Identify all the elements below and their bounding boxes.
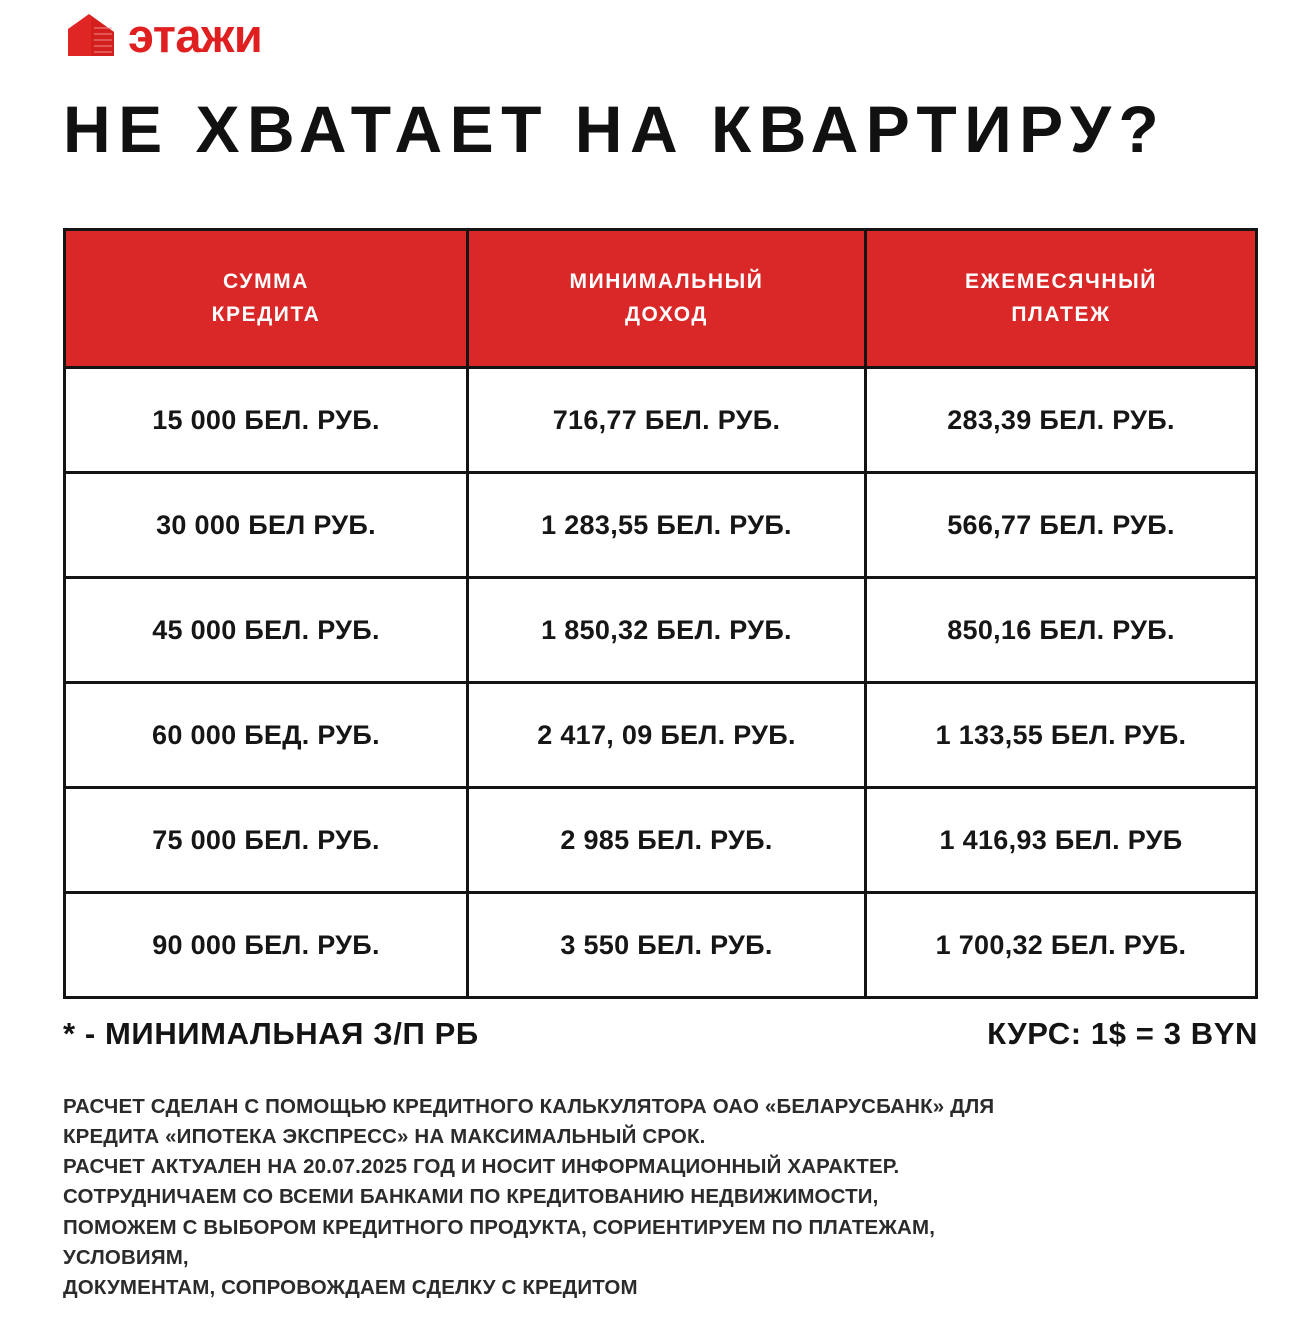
- column-header-line2: КРЕДИТА: [211, 302, 321, 326]
- table-row: 60 000 БЕД. РУБ. 2 417, 09 БЕЛ. РУБ. 1 1…: [63, 681, 1258, 789]
- building-floors-icon: [63, 12, 119, 58]
- cell-loan-amount: 90 000 БЕЛ. РУБ.: [63, 891, 469, 999]
- brand-name: этажи: [128, 8, 263, 62]
- footnote-exchange-rate: КУРС: 1$ = 3 BYN: [987, 1016, 1258, 1051]
- column-header-monthly-payment: ЕЖЕМЕСЯЧНЫЙ ПЛАТЕЖ: [864, 228, 1258, 369]
- cell-monthly-payment: 1 133,55 БЕЛ. РУБ.: [864, 681, 1258, 789]
- fineprint-line: УСЛОВИЯМ,: [63, 1245, 189, 1269]
- column-header-line1: СУММА: [222, 269, 310, 293]
- cell-loan-amount: 75 000 БЕЛ. РУБ.: [63, 786, 469, 894]
- table-row: 90 000 БЕЛ. РУБ. 3 550 БЕЛ. РУБ. 1 700,3…: [63, 891, 1258, 999]
- cell-monthly-payment: 1 700,32 БЕЛ. РУБ.: [864, 891, 1258, 999]
- cell-loan-amount: 60 000 БЕД. РУБ.: [63, 681, 469, 789]
- cell-min-income: 2 985 БЕЛ. РУБ.: [466, 786, 867, 894]
- fineprint-line: ДОКУМЕНТАМ, СОПРОВОЖДАЕМ СДЕЛКУ С КРЕДИТ…: [63, 1275, 638, 1299]
- table-row: 45 000 БЕЛ. РУБ. 1 850,32 БЕЛ. РУБ. 850,…: [63, 576, 1258, 684]
- cell-min-income: 716,77 БЕЛ. РУБ.: [466, 366, 867, 474]
- cell-loan-amount: 30 000 БЕЛ РУБ.: [63, 471, 469, 579]
- page-title: НЕ ХВАТАЕТ НА КВАРТИРУ?: [63, 92, 1167, 166]
- footnote-min-salary: * - МИНИМАЛЬНАЯ З/П РБ: [63, 1016, 479, 1051]
- fineprint-line: РАСЧЕТ АКТУАЛЕН НА 20.07.2025 ГОД И НОСИ…: [63, 1155, 900, 1179]
- fineprint-line: РАСЧЕТ СДЕЛАН С ПОМОЩЬЮ КРЕДИТНОГО КАЛЬК…: [63, 1095, 995, 1118]
- fineprint-line: СОТРУДНИЧАЕМ СО ВСЕМИ БАНКАМИ ПО КРЕДИТО…: [63, 1185, 879, 1209]
- table-row: 75 000 БЕЛ. РУБ. 2 985 БЕЛ. РУБ. 1 416,9…: [63, 786, 1258, 894]
- cell-min-income: 1 283,55 БЕЛ. РУБ.: [466, 471, 867, 579]
- cell-loan-amount: 45 000 БЕЛ. РУБ.: [63, 576, 469, 684]
- table-row: 15 000 БЕЛ. РУБ. 716,77 БЕЛ. РУБ. 283,39…: [63, 366, 1258, 474]
- cell-monthly-payment: 1 416,93 БЕЛ. РУБ: [864, 786, 1258, 894]
- cell-loan-amount: 15 000 БЕЛ. РУБ.: [63, 366, 469, 474]
- table-row: 30 000 БЕЛ РУБ. 1 283,55 БЕЛ. РУБ. 566,7…: [63, 471, 1258, 579]
- column-header-line1: МИНИМАЛЬНЫЙ: [569, 269, 764, 293]
- table-header-row: СУММА КРЕДИТА МИНИМАЛЬНЫЙ ДОХОД ЕЖЕМЕСЯЧ…: [63, 228, 1258, 369]
- table-header: СУММА КРЕДИТА МИНИМАЛЬНЫЙ ДОХОД ЕЖЕМЕСЯЧ…: [63, 228, 1258, 369]
- column-header-line1: ЕЖЕМЕСЯЧНЫЙ: [965, 269, 1157, 293]
- column-header-min-income: МИНИМАЛЬНЫЙ ДОХОД: [466, 228, 867, 369]
- footnote-row: * - МИНИМАЛЬНАЯ З/П РБ КУРС: 1$ = 3 BYN: [63, 1016, 1258, 1052]
- cell-min-income: 3 550 БЕЛ. РУБ.: [466, 891, 867, 999]
- credit-rate-table: СУММА КРЕДИТА МИНИМАЛЬНЫЙ ДОХОД ЕЖЕМЕСЯЧ…: [63, 228, 1258, 999]
- cell-min-income: 2 417, 09 БЕЛ. РУБ.: [466, 681, 867, 789]
- fineprint-block: РАСЧЕТ СДЕЛАН С ПОМОЩЬЮ КРЕДИТНОГО КАЛЬК…: [63, 1092, 1263, 1303]
- cell-monthly-payment: 283,39 БЕЛ. РУБ.: [864, 366, 1258, 474]
- cell-monthly-payment: 850,16 БЕЛ. РУБ.: [864, 576, 1258, 684]
- column-header-loan-amount: СУММА КРЕДИТА: [63, 228, 469, 369]
- column-header-line2: ПЛАТЕЖ: [1011, 302, 1111, 326]
- fineprint-line: ПОМОЖЕМ С ВЫБОРОМ КРЕДИТНОГО ПРОДУКТА, С…: [63, 1215, 936, 1239]
- cell-monthly-payment: 566,77 БЕЛ. РУБ.: [864, 471, 1258, 579]
- brand-logo: этажи: [63, 8, 263, 62]
- column-header-line2: ДОХОД: [625, 302, 708, 326]
- table-body: 15 000 БЕЛ. РУБ. 716,77 БЕЛ. РУБ. 283,39…: [63, 366, 1258, 999]
- cell-min-income: 1 850,32 БЕЛ. РУБ.: [466, 576, 867, 684]
- fineprint-line: КРЕДИТА «ИПОТЕКА ЭКСПРЕСС» НА МАКСИМАЛЬН…: [63, 1125, 706, 1149]
